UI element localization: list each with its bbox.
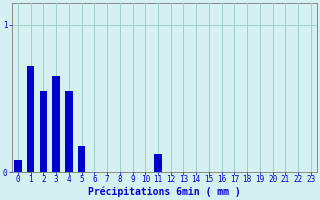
- Bar: [154, 154, 162, 172]
- Bar: [40, 91, 47, 172]
- Bar: [65, 91, 73, 172]
- Bar: [27, 66, 35, 172]
- Bar: [14, 160, 22, 172]
- Bar: [78, 146, 85, 172]
- Bar: [154, 154, 162, 172]
- X-axis label: Précipitations 6min ( mm ): Précipitations 6min ( mm ): [88, 187, 241, 197]
- Bar: [14, 160, 22, 172]
- Bar: [40, 91, 47, 172]
- Bar: [78, 146, 85, 172]
- Bar: [52, 76, 60, 172]
- Bar: [52, 76, 60, 172]
- Bar: [65, 91, 73, 172]
- Bar: [27, 66, 35, 172]
